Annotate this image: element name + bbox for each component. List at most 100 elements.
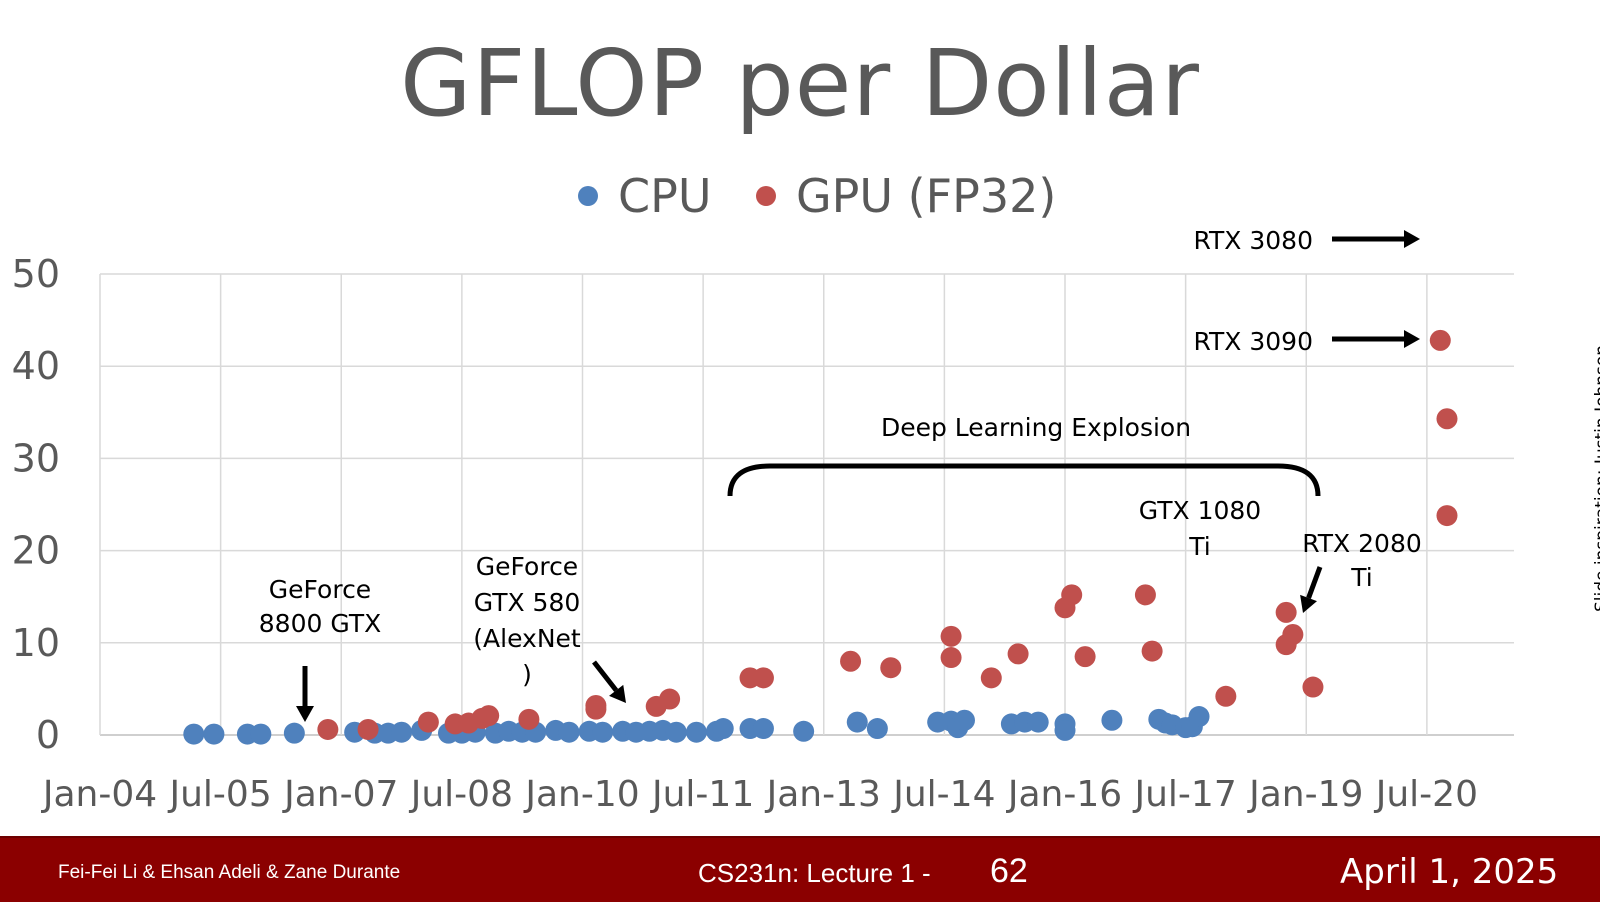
x-tick-label: Jul-05 bbox=[168, 774, 272, 815]
arrow-rtx-2080-ti bbox=[1306, 566, 1323, 599]
x-tick-label: Jan-04 bbox=[41, 774, 157, 815]
data-point bbox=[478, 705, 500, 727]
data-point bbox=[1188, 706, 1210, 728]
annotation-gtx-580: GeForce bbox=[476, 552, 578, 581]
x-tick-label: Jul-08 bbox=[409, 774, 513, 815]
legend-label: CPU bbox=[618, 169, 712, 223]
annotation-rtx-3090: RTX 3090 bbox=[1193, 327, 1313, 356]
legend-label: GPU (FP32) bbox=[796, 169, 1056, 223]
annotation-deep-learning: Deep Learning Explosion bbox=[881, 413, 1191, 442]
data-point bbox=[1027, 711, 1049, 733]
data-point bbox=[203, 723, 225, 745]
grid-layer bbox=[99, 273, 1514, 736]
data-point bbox=[940, 647, 962, 669]
data-point bbox=[665, 721, 687, 743]
slide-credit: Slide inspiration: Justin Johnson bbox=[1592, 344, 1600, 612]
footer-authors: Fei-Fei Li & Ehsan Adeli & Zane Durante bbox=[58, 862, 401, 883]
data-point bbox=[659, 688, 681, 710]
data-point bbox=[1054, 719, 1076, 741]
data-point bbox=[1275, 601, 1297, 623]
data-point bbox=[1436, 408, 1458, 430]
x-tick-label: Jan-13 bbox=[765, 774, 881, 815]
data-point bbox=[953, 709, 975, 731]
y-tick-label: 40 bbox=[12, 344, 60, 388]
data-point bbox=[417, 711, 439, 733]
slide-title: GFLOP per Dollar bbox=[400, 30, 1200, 137]
annotation-gtx-580: GTX 580 bbox=[474, 588, 581, 617]
data-point bbox=[518, 708, 540, 730]
annotations: GeForce 8800 GTX GeForce GTX 580 (AlexNet) De… bbox=[259, 226, 1422, 722]
footer-course: CS231n: Lecture 1 - bbox=[698, 858, 931, 888]
data-point bbox=[712, 718, 734, 740]
arrow-gtx-580 bbox=[592, 660, 619, 692]
data-point bbox=[1141, 640, 1163, 662]
data-point bbox=[1429, 329, 1451, 351]
y-tick-label: 10 bbox=[12, 621, 60, 665]
data-point bbox=[1134, 584, 1156, 606]
y-tick-label: 30 bbox=[12, 436, 60, 480]
legend-marker bbox=[578, 186, 598, 206]
data-point bbox=[685, 721, 707, 743]
data-point bbox=[752, 718, 774, 740]
data-point bbox=[846, 711, 868, 733]
data-points bbox=[183, 329, 1458, 745]
data-point bbox=[840, 650, 862, 672]
data-point bbox=[980, 667, 1002, 689]
annotation-rtx-3080: RTX 3080 bbox=[1193, 226, 1313, 255]
data-point bbox=[1101, 709, 1123, 731]
data-point bbox=[866, 718, 888, 740]
legend-marker bbox=[756, 186, 776, 206]
arrow-rtx-3090-head bbox=[1404, 330, 1420, 348]
legend: CPU GPU (FP32) bbox=[578, 169, 1056, 223]
data-point bbox=[317, 718, 339, 740]
x-tick-label: Jan-10 bbox=[523, 774, 639, 815]
data-point bbox=[793, 720, 815, 742]
data-point bbox=[391, 721, 413, 743]
data-point bbox=[940, 625, 962, 647]
data-point bbox=[1275, 634, 1297, 656]
data-point bbox=[1302, 676, 1324, 698]
x-tick-label: Jul-14 bbox=[891, 774, 995, 815]
y-tick-label: 50 bbox=[12, 252, 60, 296]
data-point bbox=[585, 694, 607, 716]
x-tick-label: Jul-20 bbox=[1374, 774, 1478, 815]
data-point bbox=[592, 721, 614, 743]
annotation-rtx-2080-ti: Ti bbox=[1350, 563, 1372, 592]
data-point bbox=[1061, 584, 1083, 606]
data-point bbox=[250, 723, 272, 745]
data-point bbox=[1007, 643, 1029, 665]
footer-page-number: 62 bbox=[990, 852, 1028, 890]
footer-date: April 1, 2025 bbox=[1340, 852, 1559, 892]
data-point bbox=[1215, 685, 1237, 707]
x-tick-label: Jul-17 bbox=[1133, 774, 1237, 815]
footer-bar: Fei-Fei Li & Ehsan Adeli & Zane Durante … bbox=[0, 836, 1600, 902]
arrow-8800-gtx-head bbox=[296, 706, 314, 722]
annotation-gtx-1080-ti: Ti bbox=[1188, 532, 1210, 561]
arrow-gtx-580-head bbox=[609, 684, 626, 703]
data-point bbox=[752, 667, 774, 689]
arrow-rtx-2080-ti-head bbox=[1300, 594, 1317, 613]
annotation-8800-gtx: 8800 GTX bbox=[259, 609, 381, 638]
data-point bbox=[880, 657, 902, 679]
annotation-gtx-580: ) bbox=[522, 660, 532, 689]
annotation-gtx-1080-ti: GTX 1080 bbox=[1139, 496, 1261, 525]
data-point bbox=[558, 721, 580, 743]
data-point bbox=[1436, 505, 1458, 527]
data-point bbox=[183, 723, 205, 745]
x-tick-label: Jan-07 bbox=[282, 774, 398, 815]
bracket-deep-learning bbox=[727, 463, 1321, 497]
y-tick-label: 0 bbox=[36, 713, 60, 757]
y-tick-label: 20 bbox=[12, 529, 60, 573]
data-point bbox=[357, 718, 379, 740]
x-tick-label: Jan-16 bbox=[1006, 774, 1122, 815]
x-tick-label: Jul-11 bbox=[650, 774, 754, 815]
data-point bbox=[283, 722, 305, 744]
arrow-rtx-3080-head bbox=[1404, 230, 1420, 248]
annotation-rtx-2080-ti: RTX 2080 bbox=[1302, 529, 1422, 558]
annotation-gtx-580: (AlexNet bbox=[473, 624, 581, 653]
annotation-8800-gtx: GeForce bbox=[269, 575, 371, 604]
data-point bbox=[1074, 646, 1096, 668]
x-tick-label: Jan-19 bbox=[1247, 774, 1363, 815]
